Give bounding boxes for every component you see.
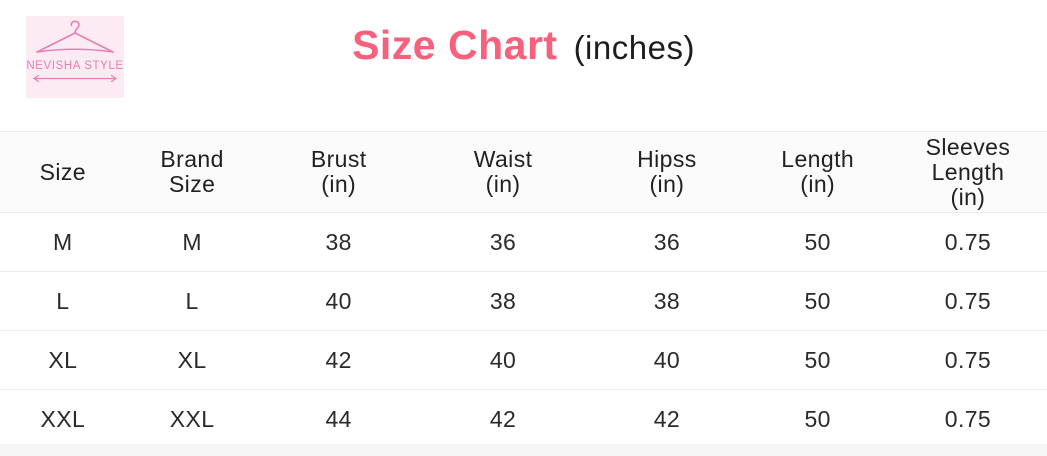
column-header-length: Length (in) xyxy=(746,131,889,213)
bottom-divider xyxy=(0,444,1047,456)
cell-brust: 44 xyxy=(258,389,419,449)
cell-brust: 42 xyxy=(258,330,419,390)
cell-size: XXL xyxy=(0,389,126,449)
clothes-hanger-icon xyxy=(36,20,114,53)
cell-sleeves-length: 0.75 xyxy=(888,212,1047,272)
cell-sleeves-length: 0.75 xyxy=(888,271,1047,331)
size-table-container: Size Brand Size Brust (in) Waist (in) Hi… xyxy=(0,131,1047,449)
cell-waist: 42 xyxy=(418,389,588,449)
table-row-m: M M 38 36 36 50 0.75 xyxy=(0,212,1047,272)
logo-graphic: NEVISHA STYLE xyxy=(26,20,123,83)
page-title-unit: (inches) xyxy=(573,29,695,66)
cell-size: M xyxy=(0,212,126,272)
column-header-waist: Waist (in) xyxy=(418,131,588,213)
brand-name: NEVISHA STYLE xyxy=(26,60,123,72)
cell-brust: 40 xyxy=(258,271,419,331)
cell-length: 50 xyxy=(746,389,889,449)
column-header-size: Size xyxy=(0,131,126,213)
cell-sleeves-length: 0.75 xyxy=(888,330,1047,390)
cell-brand-size: L xyxy=(125,271,259,331)
table-row-xl: XL XL 42 40 40 50 0.75 xyxy=(0,330,1047,390)
size-table: Size Brand Size Brust (in) Waist (in) Hi… xyxy=(0,131,1047,449)
table-row-xxl: XXL XXL 44 42 42 50 0.75 xyxy=(0,389,1047,449)
cell-waist: 36 xyxy=(418,212,588,272)
cell-waist: 40 xyxy=(418,330,588,390)
table-row-l: L L 40 38 38 50 0.75 xyxy=(0,271,1047,331)
cell-length: 50 xyxy=(746,212,889,272)
cell-brand-size: M xyxy=(125,212,259,272)
cell-length: 50 xyxy=(746,330,889,390)
header-row: Size Brand Size Brust (in) Waist (in) Hi… xyxy=(0,131,1047,213)
logo-underline-arrows xyxy=(32,74,118,83)
cell-hipss: 36 xyxy=(587,212,747,272)
column-header-brust: Brust (in) xyxy=(258,131,419,213)
column-header-hipss: Hipss (in) xyxy=(587,131,747,213)
cell-hipss: 40 xyxy=(587,330,747,390)
cell-sleeves-length: 0.75 xyxy=(888,389,1047,449)
cell-waist: 38 xyxy=(418,271,588,331)
column-header-sleeves-length: Sleeves Length (in) xyxy=(888,131,1047,213)
page-header: Size Chart (inches) xyxy=(0,0,1047,69)
cell-brand-size: XL xyxy=(125,330,259,390)
column-header-brand-size: Brand Size xyxy=(125,131,259,213)
cell-length: 50 xyxy=(746,271,889,331)
cell-hipss: 38 xyxy=(587,271,747,331)
brand-logo: NEVISHA STYLE xyxy=(26,16,124,98)
cell-hipss: 42 xyxy=(587,389,747,449)
cell-brust: 38 xyxy=(258,212,419,272)
cell-size: XL xyxy=(0,330,126,390)
cell-size: L xyxy=(0,271,126,331)
page-title: Size Chart xyxy=(352,22,558,68)
cell-brand-size: XXL xyxy=(125,389,259,449)
